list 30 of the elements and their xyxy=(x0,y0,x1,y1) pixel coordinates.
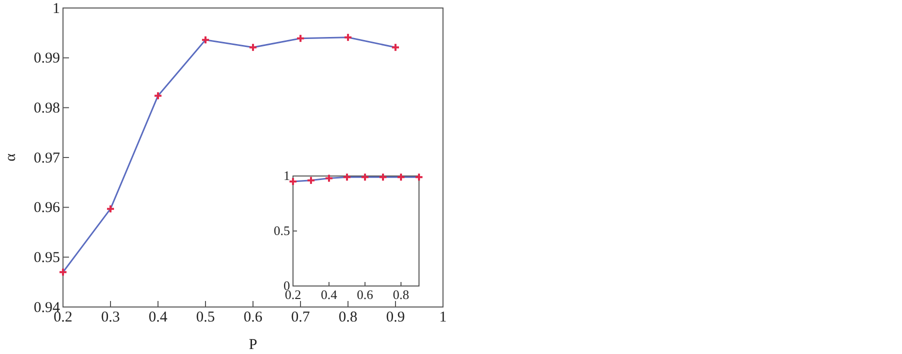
x-tick-label: 0.5 xyxy=(196,310,215,326)
x-tick-label: 0.9 xyxy=(386,310,405,326)
point xyxy=(106,204,115,214)
y-tick-label: 0.97 xyxy=(34,150,60,166)
y-tick-label: 0.99 xyxy=(34,50,60,67)
x-axis-title: P xyxy=(248,337,258,353)
point xyxy=(154,91,162,100)
x-tick-label: 0.3 xyxy=(101,310,120,326)
point xyxy=(296,34,305,43)
y-axis-title: α xyxy=(3,153,19,162)
y-tick-label: 0.96 xyxy=(34,200,60,216)
x-tick-label: 0.6 xyxy=(244,310,263,326)
point xyxy=(344,32,352,42)
x-tick-label: 0.6 xyxy=(356,287,374,302)
point xyxy=(248,42,258,52)
y-tick-label: 0.5 xyxy=(274,223,290,238)
point xyxy=(58,268,68,277)
y-tick-label: 0.98 xyxy=(34,100,60,116)
point xyxy=(201,35,210,44)
x-tick-label: 0.7 xyxy=(291,310,310,326)
x-tick-label: 1 xyxy=(439,310,447,326)
y-tick-label: 0.95 xyxy=(34,250,60,266)
x-tick-label: 0.8 xyxy=(392,287,410,302)
y-tick-label: 1 xyxy=(52,0,60,17)
y-tick-label: 1 xyxy=(284,168,290,184)
line-series xyxy=(62,36,396,273)
point xyxy=(391,42,400,52)
x-tick-label: 0.8 xyxy=(338,310,358,326)
x-tick-label: 0.4 xyxy=(148,310,168,326)
x-tick-label: 0.4 xyxy=(320,287,338,302)
